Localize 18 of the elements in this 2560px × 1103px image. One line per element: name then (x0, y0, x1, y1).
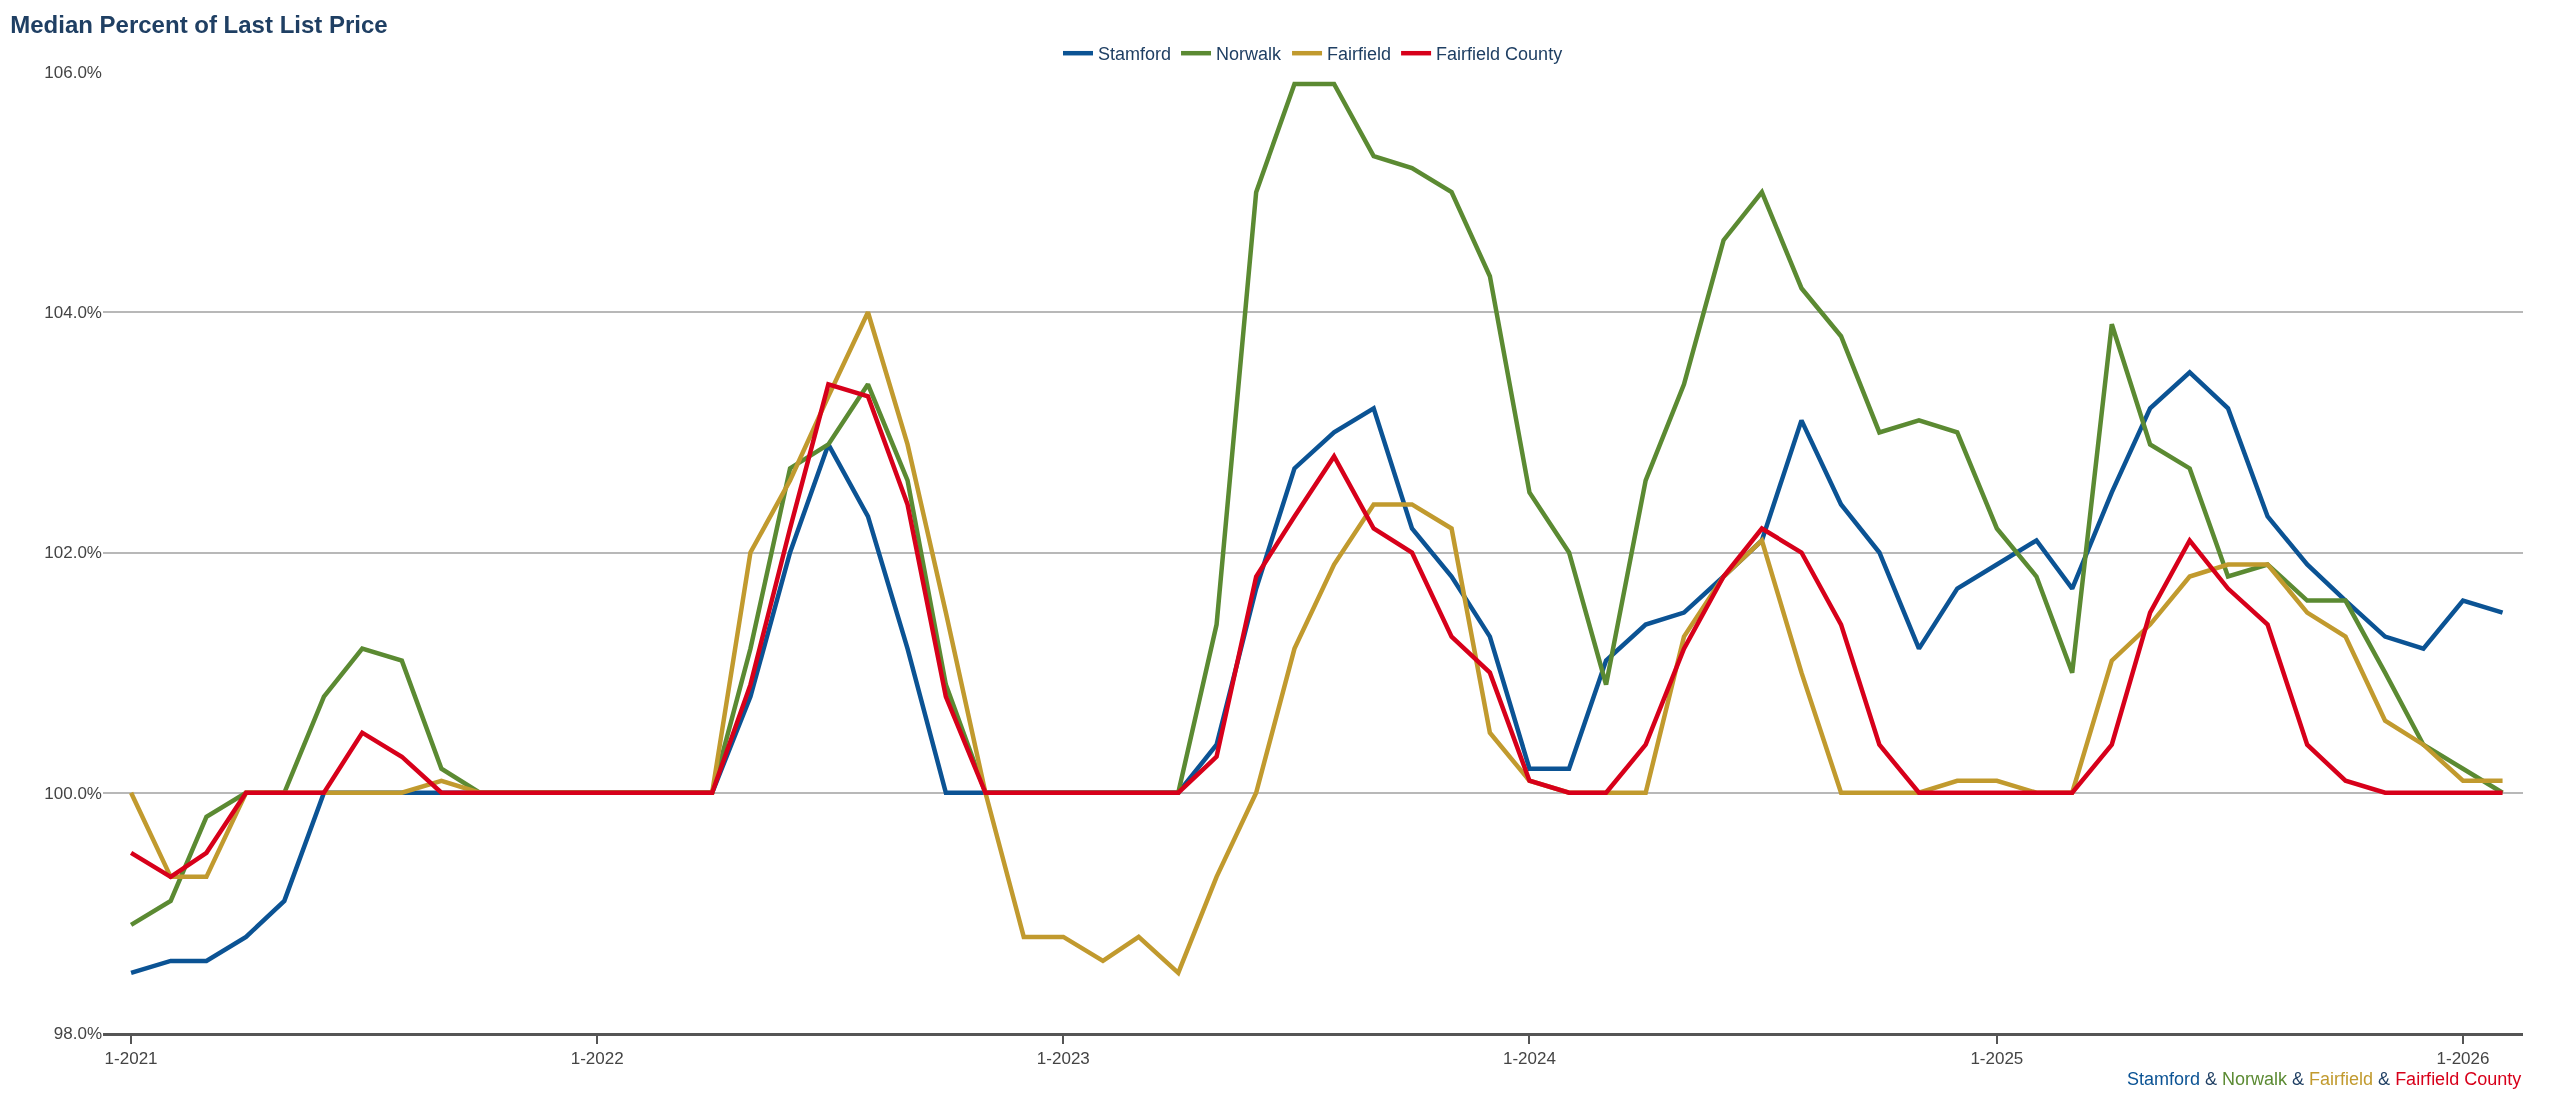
x-tick-label: 1-2025 (1970, 1049, 2024, 1069)
x-tick-label: 1-2024 (1502, 1049, 1556, 1069)
line-series (128, 382, 2505, 880)
text: Stamford & Norwalk & Fairfield & Fairfield County (2127, 1069, 2522, 1089)
legend-label: Stamford (1098, 44, 1172, 65)
legend-label: Norwalk (1216, 44, 1283, 65)
x-tick-label: 1-2022 (570, 1049, 624, 1069)
y-tick-label: 98.0% (53, 1023, 102, 1043)
legend-label: Fairfield (1327, 44, 1392, 65)
y-tick-label: 100.0% (44, 783, 102, 803)
x-tick-label: 1-2023 (1036, 1049, 1090, 1069)
y-tick-label: 106.0% (44, 62, 102, 82)
y-tick-label: 104.0% (44, 303, 102, 323)
y-tick-label: 102.0% (44, 543, 102, 563)
x-tick-label: 1-2026 (2436, 1049, 2490, 1069)
legend-label: Fairfield County (1436, 44, 1563, 65)
chart-title: Median Percent of Last List Price (10, 11, 388, 39)
x-tick-label: 1-2021 (104, 1049, 158, 1069)
